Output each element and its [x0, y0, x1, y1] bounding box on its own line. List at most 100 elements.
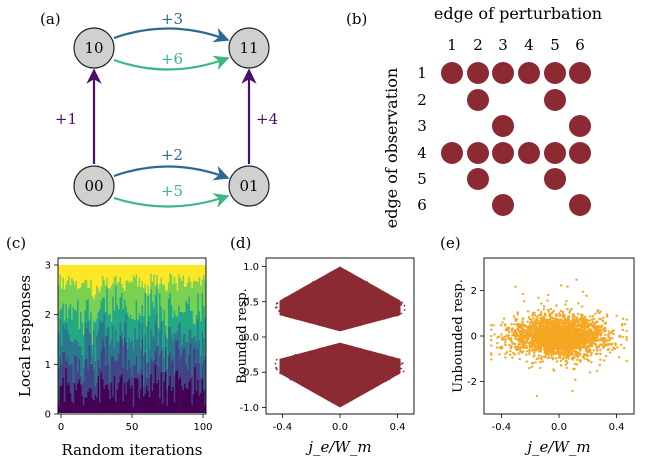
bar-segment: [145, 361, 148, 378]
bar-segment: [103, 297, 106, 314]
matrix-dot: [492, 115, 514, 137]
matrix-row-labels: 1 2 3 4 5 6: [417, 64, 427, 214]
bar-segment: [84, 396, 87, 413]
bar-segment: [69, 363, 72, 393]
x-tick-label: -0.4: [492, 422, 512, 433]
bar-segment: [137, 319, 139, 339]
bar-segment: [94, 360, 97, 387]
bar-segment: [128, 282, 131, 318]
bar-segment: [163, 284, 166, 310]
bar-segment: [79, 311, 82, 346]
bar-segment: [131, 376, 134, 385]
lower-lobe: [279, 342, 401, 408]
bar-segment: [104, 265, 107, 286]
bar-segment: [197, 281, 199, 294]
bar-segment: [103, 313, 106, 347]
bar-segment: [198, 395, 201, 413]
edge-10-11-green: [113, 55, 230, 71]
panel-e-label: (e): [440, 234, 461, 252]
matrix-row-label: 1: [417, 64, 427, 82]
bar-segment: [185, 387, 188, 413]
bar-segment: [125, 314, 128, 342]
bar-segment: [99, 319, 101, 368]
bar-segment: [107, 363, 110, 390]
ylabel-e: Unbounded resp.: [451, 279, 466, 393]
bar-segment: [71, 265, 73, 278]
scatter-e: [490, 278, 628, 398]
bar-segment: [132, 350, 135, 365]
bar-segment: [90, 279, 93, 313]
bar-segment: [203, 390, 205, 413]
bar-segment: [148, 315, 151, 350]
bar-segment: [94, 294, 97, 323]
bar-segment: [178, 378, 180, 413]
bar-segment: [163, 381, 166, 413]
bar-segment: [74, 383, 76, 413]
bar-segment: [75, 356, 78, 390]
bar-segment: [66, 265, 69, 281]
bar-segment: [182, 265, 185, 276]
bar-segment: [179, 265, 182, 278]
bar-segment: [160, 321, 163, 351]
bar-segment: [150, 359, 153, 374]
bar-segment: [150, 328, 153, 360]
bar-segment: [121, 265, 123, 284]
bar-segment: [71, 319, 73, 342]
bar-segment: [147, 390, 150, 413]
bar-segment: [107, 389, 110, 413]
bar-segment: [122, 265, 125, 288]
bar-segment: [78, 345, 81, 359]
panel-c-label: (c): [6, 234, 26, 252]
bar-segment: [85, 327, 88, 359]
bar-segment: [188, 276, 191, 297]
bar-segment: [192, 281, 195, 324]
y-tick-label: 3: [45, 261, 51, 272]
bar-segment: [78, 288, 81, 329]
bar-segment: [122, 345, 125, 368]
bar-segment: [159, 293, 161, 331]
bar-segment: [147, 265, 150, 286]
bar-segment: [178, 323, 180, 349]
bar-segment: [194, 346, 197, 367]
bar-segment: [97, 265, 100, 289]
edge-label-left: +1: [55, 110, 77, 128]
bar-segment: [82, 282, 85, 336]
bar-segment: [150, 374, 153, 413]
bar-segment: [201, 377, 204, 413]
bar-segment: [197, 348, 199, 380]
bar-segment: [82, 265, 85, 283]
bar-segment: [96, 265, 98, 286]
bar-segment: [169, 265, 172, 273]
bar-segment: [131, 339, 134, 377]
bar-segment: [157, 379, 160, 413]
node-11: [228, 27, 270, 69]
bar-segment: [201, 279, 204, 293]
bar-segment: [184, 383, 186, 413]
matrix-ylabel: edge of observation: [382, 68, 401, 228]
bar-segment: [175, 282, 177, 316]
bar-segment: [142, 265, 145, 289]
panel-e: (e) -0.4 0.0 0.4 -2 0 2 j_e/W_m Unbounded res…: [440, 234, 635, 456]
bar-segment: [148, 294, 151, 316]
matrix-dot: [441, 142, 463, 164]
bar-segment: [113, 277, 116, 311]
bar-segment: [115, 360, 117, 402]
node-01-label: 01: [239, 177, 258, 195]
edge-label-top-upper: +3: [161, 10, 183, 28]
bar-segment: [189, 378, 192, 413]
bar-segment: [197, 265, 199, 282]
bar-segment: [68, 334, 71, 366]
bar-segment: [84, 321, 87, 359]
bar-segment: [137, 286, 139, 320]
x-tick-label: 100: [193, 422, 212, 433]
bar-segment: [182, 347, 185, 390]
bar-segment: [189, 310, 192, 330]
bar-segment: [188, 296, 191, 330]
bar-segment: [198, 339, 201, 364]
bar-segment: [63, 320, 66, 329]
bar-segment: [77, 382, 79, 413]
bar-segment: [116, 341, 119, 361]
bar-segment: [90, 363, 93, 389]
node-11-label: 11: [239, 39, 258, 57]
bar-segment: [60, 307, 63, 346]
